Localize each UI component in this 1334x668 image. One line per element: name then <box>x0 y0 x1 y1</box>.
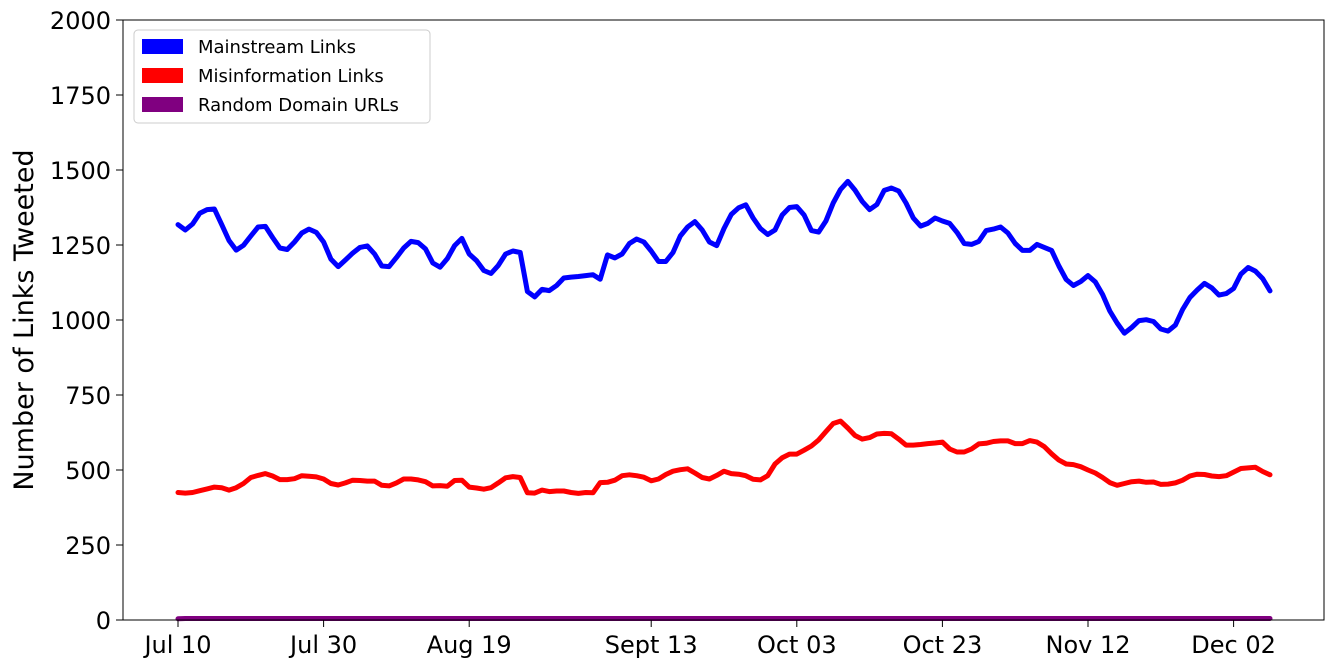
series-layer <box>175 178 1273 622</box>
x-tick-label: Sept 13 <box>605 631 698 659</box>
x-tick-label: Dec 02 <box>1191 631 1276 659</box>
legend: Mainstream Links Misinformation Links Rand… <box>133 29 431 124</box>
y-axis: 0 250 500 750 1000 1250 1500 1750 2000 <box>50 7 123 635</box>
legend-swatch <box>142 97 183 112</box>
x-tick-label: Jul 30 <box>288 631 357 659</box>
x-tick-label: Nov 12 <box>1045 631 1130 659</box>
y-axis-label: Number of Links Tweeted <box>9 149 40 490</box>
y-tick-label: 2000 <box>50 7 111 35</box>
x-tick-label: Oct 23 <box>903 631 983 659</box>
y-tick-label: 1750 <box>50 82 111 110</box>
y-tick-label: 0 <box>96 607 111 635</box>
legend-label: Misinformation Links <box>198 66 384 87</box>
x-tick-label: Oct 03 <box>757 631 837 659</box>
legend-swatch <box>142 39 183 54</box>
y-tick-label: 750 <box>65 382 111 410</box>
x-axis: Jul 10 Jul 30 Aug 19 Sept 13 Oct 03 Oct 23 Nov… <box>142 620 1276 659</box>
y-tick-label: 1500 <box>50 157 111 185</box>
legend-box <box>133 29 431 124</box>
x-tick-label: Jul 10 <box>142 631 211 659</box>
y-tick-label: 1000 <box>50 307 111 335</box>
legend-label: Random Domain URLs <box>198 95 399 116</box>
series-line-1 <box>175 178 1273 336</box>
y-tick-label: 1250 <box>50 232 111 260</box>
series-line-2 <box>175 418 1273 496</box>
legend-swatch <box>142 68 183 83</box>
legend-label: Mainstream Links <box>198 37 356 58</box>
y-tick-label: 250 <box>65 532 111 560</box>
y-tick-label: 500 <box>65 457 111 485</box>
x-tick-label: Aug 19 <box>427 631 512 659</box>
